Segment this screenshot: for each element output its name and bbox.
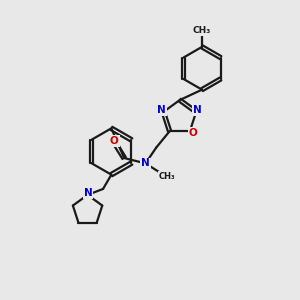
- Text: O: O: [110, 136, 119, 146]
- Text: O: O: [188, 128, 197, 138]
- Text: N: N: [141, 158, 150, 168]
- Text: N: N: [193, 106, 202, 116]
- Text: N: N: [158, 106, 166, 116]
- Text: CH₃: CH₃: [159, 172, 175, 181]
- Text: N: N: [84, 188, 93, 198]
- Text: CH₃: CH₃: [193, 26, 211, 35]
